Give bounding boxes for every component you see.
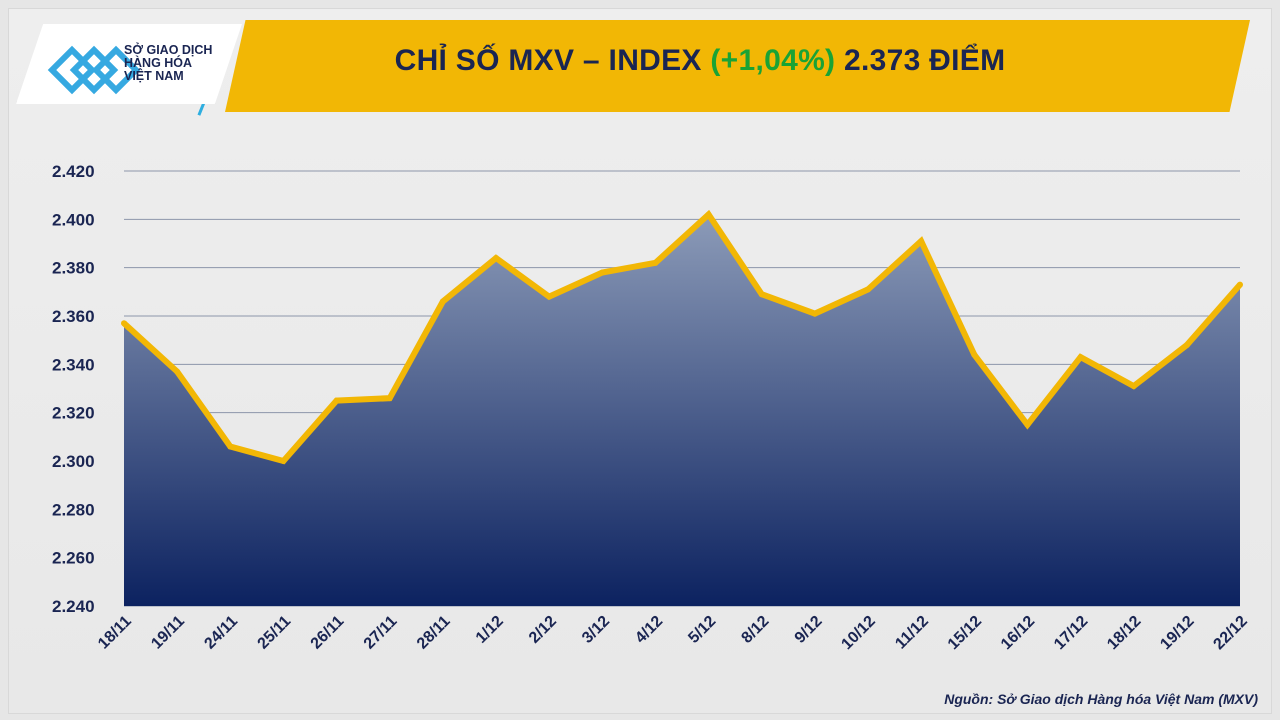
- x-tick-label: 18/12: [1104, 613, 1144, 653]
- data-point: [1077, 354, 1084, 361]
- x-tick-label: 10/12: [838, 613, 878, 653]
- x-tick-label: 18/11: [95, 613, 135, 653]
- x-tick-label: 1/12: [473, 613, 507, 647]
- x-tick-label: 25/11: [255, 613, 295, 653]
- title-prefix: CHỈ SỐ MXV – INDEX: [394, 44, 711, 77]
- x-tick-label: 9/12: [792, 613, 826, 647]
- x-tick-label: 16/12: [998, 613, 1038, 653]
- x-tick-label: 4/12: [632, 613, 666, 647]
- y-tick-label: 2.380: [52, 259, 95, 278]
- data-point: [333, 397, 340, 404]
- logo-text-line: VIỆT NAM: [124, 69, 184, 83]
- data-point: [971, 351, 978, 358]
- data-point: [280, 458, 287, 464]
- x-tick-label: 27/11: [361, 613, 401, 653]
- x-tick-label: 3/12: [579, 613, 613, 647]
- x-tick-label: 22/12: [1210, 613, 1250, 653]
- data-point: [1024, 421, 1031, 428]
- data-point: [493, 255, 499, 261]
- logo-mark-icon: [47, 45, 141, 95]
- title-banner: [225, 20, 1250, 112]
- y-tick-label: 2.420: [52, 162, 95, 181]
- title-suffix: 2.373 ĐIỂM: [835, 44, 1006, 77]
- data-point: [174, 368, 181, 375]
- x-tick-label: 5/12: [685, 613, 719, 647]
- data-point: [599, 269, 606, 276]
- logo-text-line: HÀNG HÓA: [124, 56, 193, 70]
- x-tick-label: 24/11: [201, 613, 241, 653]
- mxv-logo: SỞ GIAO DỊCH HÀNG HÓA VIỆT NAM: [16, 24, 242, 104]
- data-point: [811, 310, 818, 317]
- y-tick-label: 2.340: [52, 355, 95, 374]
- data-point: [865, 286, 871, 293]
- data-point: [652, 259, 659, 266]
- data-point: [386, 395, 393, 402]
- y-tick-label: 2.240: [52, 597, 95, 616]
- x-tick-label: 8/12: [739, 613, 773, 647]
- data-point: [918, 238, 925, 245]
- page-title: CHỈ SỐ MXV – INDEX (+1,04%) 2.373 ĐIỂM: [225, 44, 1175, 78]
- source-note: Nguồn: Sở Giao dịch Hàng hóa Việt Nam (M…: [944, 691, 1258, 707]
- x-tick-label: 11/12: [892, 613, 932, 653]
- data-point: [1237, 281, 1243, 288]
- x-tick-label: 28/11: [414, 613, 454, 653]
- y-tick-label: 2.280: [52, 500, 95, 519]
- data-point: [1130, 383, 1137, 390]
- x-tick-label: 19/12: [1157, 613, 1197, 653]
- y-tick-label: 2.400: [52, 210, 95, 229]
- x-tick-label: 26/11: [308, 613, 348, 653]
- area-fill: [124, 214, 1240, 606]
- data-point: [439, 298, 446, 305]
- x-tick-label: 15/12: [945, 613, 985, 653]
- y-tick-label: 2.320: [52, 404, 95, 423]
- y-tick-label: 2.300: [52, 452, 95, 471]
- data-point: [121, 320, 127, 327]
- y-tick-label: 2.360: [52, 307, 95, 326]
- data-point: [227, 443, 234, 450]
- title-change: (+1,04%): [710, 44, 836, 77]
- index-line: [121, 209, 1243, 465]
- x-tick-label: 2/12: [526, 613, 560, 647]
- data-point: [758, 291, 765, 298]
- data-point: [705, 211, 712, 218]
- data-point: [546, 293, 553, 300]
- logo-text-line: SỞ GIAO DỊCH: [124, 43, 213, 57]
- x-tick-label: 19/11: [148, 613, 188, 653]
- x-tick-label: 17/12: [1051, 613, 1091, 653]
- data-point: [1183, 342, 1190, 348]
- y-tick-label: 2.260: [52, 549, 95, 568]
